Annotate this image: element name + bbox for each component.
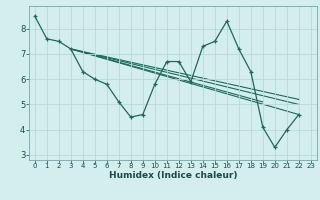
X-axis label: Humidex (Indice chaleur): Humidex (Indice chaleur) [108, 171, 237, 180]
